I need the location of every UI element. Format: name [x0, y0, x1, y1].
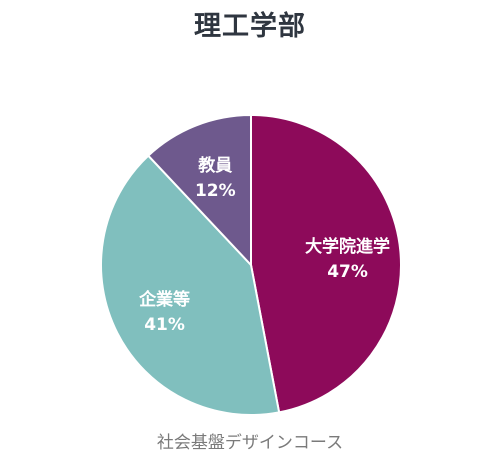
pie-slice-1	[100, 154, 281, 416]
pie-slice-2	[146, 113, 252, 268]
pie-labels: 大学院進学 47% 企業等 41% 教員 12%	[138, 155, 390, 335]
chart-title: 理工学部	[194, 11, 306, 42]
pie-slice-0	[250, 113, 402, 414]
slice-percent-label-1: 41%	[144, 315, 185, 335]
pie-slices	[100, 113, 402, 416]
slice-percent-label-2: 12%	[195, 181, 236, 201]
slice-name-label-1: 企業等	[138, 289, 190, 310]
slice-name-label-0: 大学院進学	[305, 236, 390, 257]
chart-subtitle: 社会基盤デザインコース	[156, 433, 344, 453]
slice-percent-label-0: 47%	[327, 262, 368, 282]
slice-name-label-2: 教員	[197, 155, 232, 176]
